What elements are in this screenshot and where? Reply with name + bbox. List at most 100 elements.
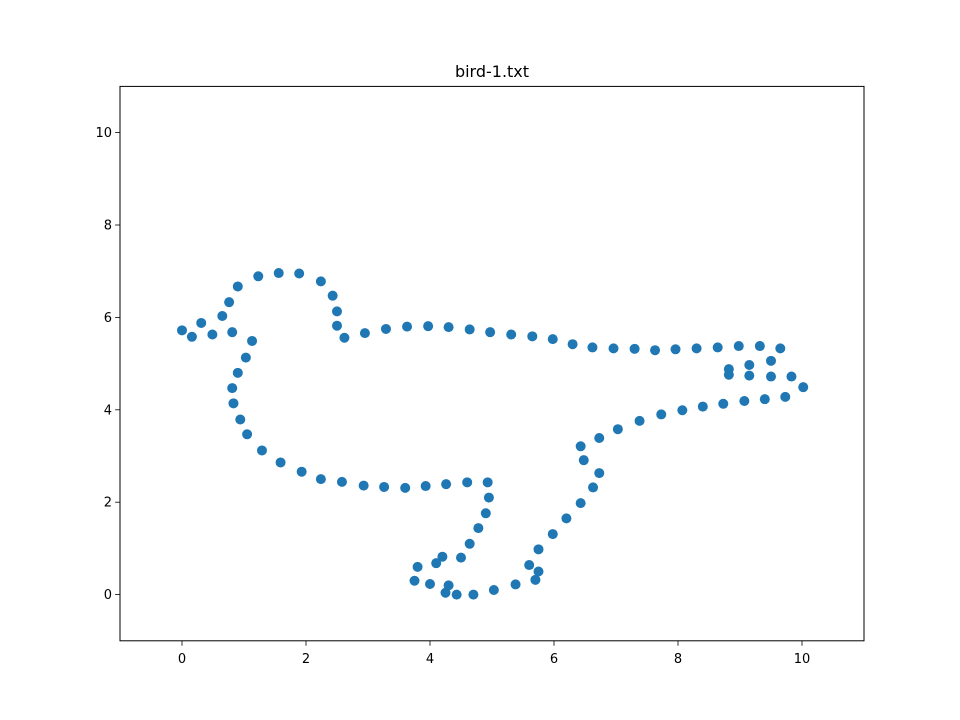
data-point — [232, 367, 243, 378]
data-point — [339, 332, 350, 343]
data-point — [227, 383, 238, 394]
data-point — [798, 382, 809, 393]
data-point — [227, 327, 238, 338]
data-point — [482, 477, 493, 488]
data-point — [409, 575, 420, 586]
data-point — [247, 335, 258, 346]
data-point — [650, 345, 661, 356]
data-point — [561, 513, 572, 524]
data-point — [468, 589, 479, 600]
data-point — [697, 401, 708, 412]
data-point — [294, 268, 305, 279]
data-point — [723, 364, 734, 375]
data-point — [766, 371, 776, 382]
data-point — [780, 391, 791, 402]
data-point — [441, 479, 452, 490]
data-point — [506, 329, 517, 340]
x-tick-label: 10 — [794, 652, 811, 667]
data-point — [744, 370, 755, 381]
data-point — [296, 466, 307, 477]
x-tick-label: 4 — [426, 652, 434, 667]
data-point — [332, 320, 342, 331]
data-point — [691, 343, 702, 354]
data-point — [456, 552, 466, 563]
data-point — [670, 344, 681, 355]
data-point — [464, 324, 475, 335]
x-tick-label: 2 — [302, 652, 310, 667]
y-tick-label: 4 — [104, 403, 112, 418]
data-point — [275, 457, 286, 468]
data-point — [217, 311, 228, 322]
data-point — [744, 359, 755, 370]
data-point — [510, 579, 521, 590]
data-point — [462, 477, 473, 488]
y-tick-label: 8 — [104, 219, 112, 234]
data-point — [533, 544, 544, 555]
x-tick-label: 8 — [674, 652, 682, 667]
data-point — [739, 396, 750, 407]
data-point — [440, 587, 451, 598]
data-point — [677, 405, 688, 416]
data-point — [431, 558, 442, 569]
data-point — [359, 328, 370, 339]
data-point — [400, 482, 411, 493]
data-point — [608, 343, 619, 354]
data-point — [473, 523, 484, 534]
data-point — [256, 445, 267, 456]
data-point — [567, 339, 578, 350]
data-point — [587, 342, 598, 353]
y-tick-label: 2 — [104, 496, 112, 511]
data-point — [332, 306, 342, 317]
data-point — [629, 343, 640, 354]
data-point — [315, 474, 326, 485]
data-point — [759, 394, 770, 405]
data-point — [483, 492, 494, 503]
data-point — [443, 322, 454, 333]
axis-ticks: 0 2 4 6 8 10 0 2 4 6 8 10 — [95, 126, 810, 667]
data-point — [594, 468, 605, 479]
data-point — [253, 271, 264, 282]
data-point — [224, 297, 235, 308]
data-point — [547, 529, 558, 540]
data-point — [578, 455, 589, 466]
data-point — [754, 341, 765, 352]
data-point — [656, 409, 667, 420]
data-point — [402, 321, 413, 332]
data-point — [207, 329, 218, 340]
data-point — [480, 508, 491, 519]
data-point — [733, 341, 744, 352]
x-tick-label: 0 — [178, 652, 186, 667]
data-point — [612, 424, 623, 435]
data-point — [228, 398, 239, 409]
plot-area-frame — [119, 85, 865, 642]
data-point — [327, 290, 338, 301]
data-point — [425, 578, 435, 589]
data-point — [575, 498, 586, 509]
data-point — [232, 281, 243, 292]
chart-title: bird-1.txt — [455, 62, 529, 81]
data-point — [775, 343, 786, 354]
x-tick-label: 6 — [550, 652, 558, 667]
y-tick-label: 10 — [95, 126, 112, 141]
data-point — [235, 414, 246, 425]
data-point — [315, 276, 326, 287]
data-point — [273, 268, 284, 279]
y-tick-label: 0 — [104, 588, 112, 603]
data-point — [336, 476, 347, 487]
data-point — [588, 482, 599, 493]
data-point — [530, 574, 541, 585]
data-point — [464, 538, 475, 549]
data-point — [488, 584, 499, 595]
data-point — [380, 323, 391, 334]
data-point — [718, 398, 729, 409]
data-point — [786, 371, 797, 382]
data-point — [186, 331, 197, 342]
data-point — [524, 560, 535, 571]
data-point — [594, 432, 605, 443]
data-point — [575, 441, 586, 452]
data-points — [177, 268, 809, 600]
data-point — [712, 342, 723, 353]
data-point — [527, 331, 538, 342]
data-point — [437, 551, 448, 562]
